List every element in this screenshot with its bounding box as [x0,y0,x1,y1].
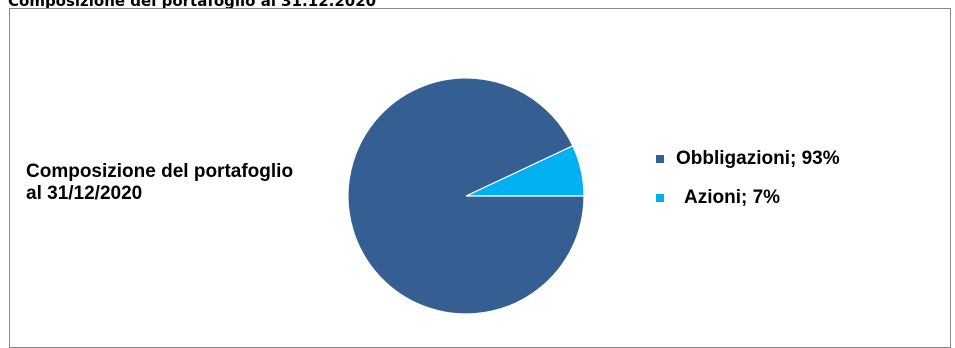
legend-item-obbligazioni: Obbligazioni; 93% [656,146,840,172]
chart-title-line-2: al 31/12/2020 [26,183,143,204]
legend-swatch-azioni [656,194,664,202]
legend-item-azioni: Azioni; 7% [656,185,840,211]
chart-title: Composizione del portafoglio al 31/12/20… [26,161,346,205]
chart-title-line-1: Composizione del portafoglio [26,161,294,182]
legend-swatch-obbligazioni [656,155,664,163]
legend-label-obbligazioni: Obbligazioni; 93% [676,148,840,169]
legend: Obbligazioni; 93% Azioni; 7% [656,146,840,224]
top-caption: Composizione del portafoglio al 31.12.20… [8,0,377,10]
pie-slice-obbligazioni [347,77,585,315]
legend-label-azioni: Azioni; 7% [684,187,781,208]
